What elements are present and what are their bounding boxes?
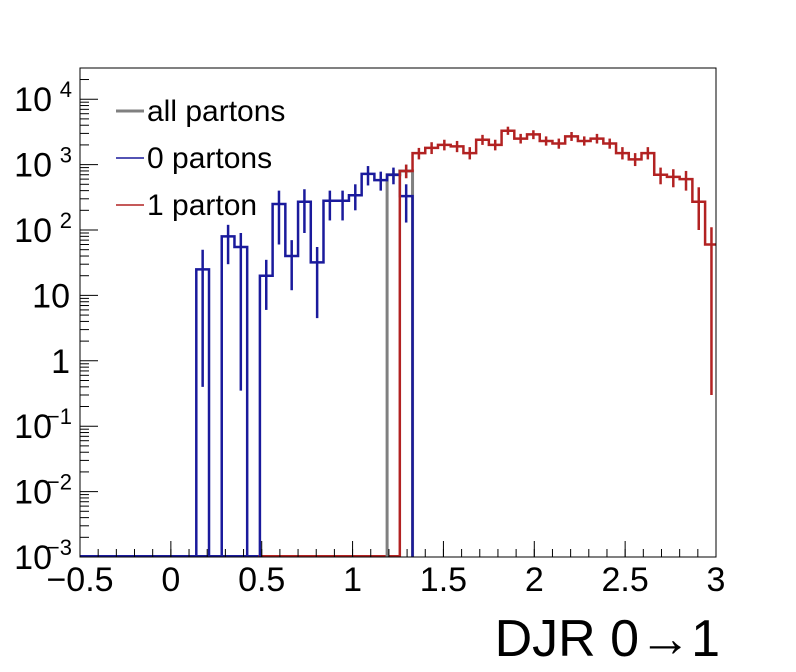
y-tick-label: 10	[14, 147, 52, 185]
y-tick-exponent: −2	[47, 470, 72, 495]
series-0-partons	[195, 166, 414, 557]
x-tick-label: 1.5	[420, 561, 467, 599]
series-1-parton	[398, 126, 716, 557]
x-tick-label: 3	[707, 561, 726, 599]
y-tick-exponent: 4	[60, 77, 72, 102]
legend-entry: 0 partons	[116, 142, 272, 175]
x-axis-label: DJR 0→1	[495, 610, 720, 668]
y-tick-label: 10	[14, 408, 52, 446]
plot-area	[80, 126, 716, 557]
y-tick-label: 10	[14, 539, 52, 577]
legend-label: all partons	[147, 95, 285, 128]
y-tick-label: 1	[51, 343, 70, 381]
y-tick-exponent: 2	[60, 208, 72, 233]
x-tick-label: 0	[161, 561, 180, 599]
y-tick-exponent: −3	[47, 535, 72, 560]
x-tick-label: 1	[343, 561, 362, 599]
legend-entry: 1 parton	[116, 189, 257, 222]
legend-label: 1 parton	[147, 189, 257, 222]
y-tick-label: 10	[14, 474, 52, 512]
legend: all partons 0 partons 1 parton	[116, 95, 285, 222]
y-tick-label: 10	[14, 81, 52, 119]
y-tick-exponent: −1	[47, 404, 72, 429]
x-tick-label: 0.5	[238, 561, 285, 599]
x-tick-label: −0.5	[46, 561, 113, 599]
x-tick-label: 2.5	[602, 561, 649, 599]
plot-frame	[79, 67, 717, 558]
y-tick-exponent: 3	[60, 143, 72, 168]
y-tick-label: 10	[32, 277, 70, 315]
legend-entry: all partons	[116, 95, 285, 128]
y-tick-label: 10	[14, 212, 52, 250]
legend-label: 0 partons	[147, 142, 272, 175]
x-tick-label: 2	[525, 561, 544, 599]
